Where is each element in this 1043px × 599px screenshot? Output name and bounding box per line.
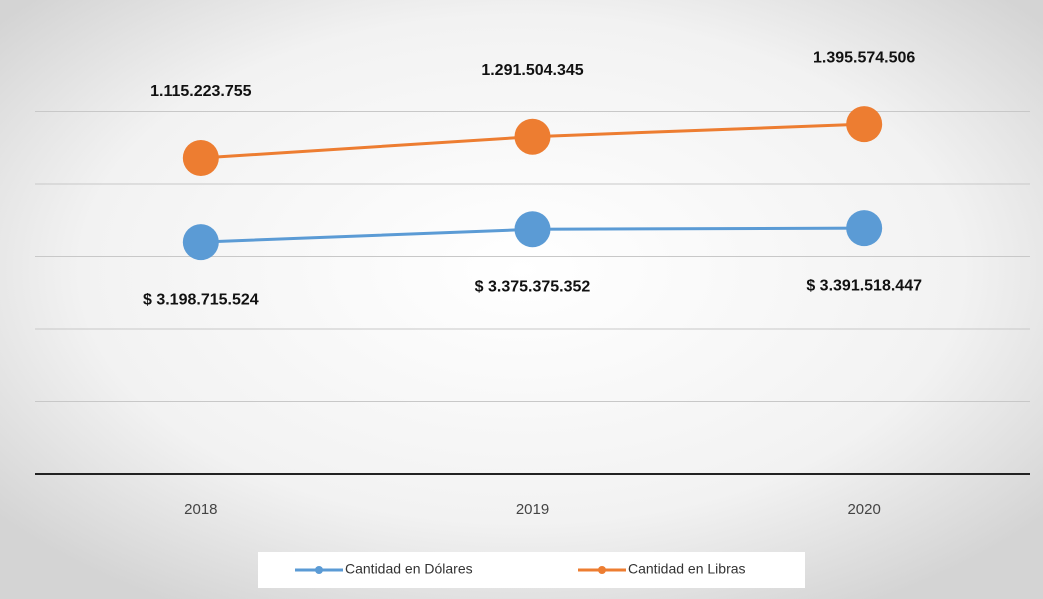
point-marker [846,106,883,143]
data-label: 1.115.223.755 [150,83,252,100]
legend-label: Cantidad en Dólares [345,561,473,577]
point-marker [846,210,883,247]
data-label: 1.395.574.506 [813,49,915,66]
point-marker [182,224,219,261]
legend-label: Cantidad en Libras [628,561,746,577]
legend-box [258,552,805,588]
data-label: $ 3.391.518.447 [806,277,922,294]
point-marker [514,211,551,248]
x-tick-label: 2019 [516,501,549,518]
legend-marker [315,566,323,574]
data-label: 1.291.504.345 [481,62,583,79]
point-marker [182,139,219,176]
data-label: $ 3.198.715.524 [143,291,259,308]
data-label: $ 3.375.375.352 [475,279,591,296]
x-tick-label: 2020 [847,501,880,518]
x-tick-label: 2018 [184,501,217,518]
legend-marker [598,566,606,574]
point-marker [514,118,551,155]
